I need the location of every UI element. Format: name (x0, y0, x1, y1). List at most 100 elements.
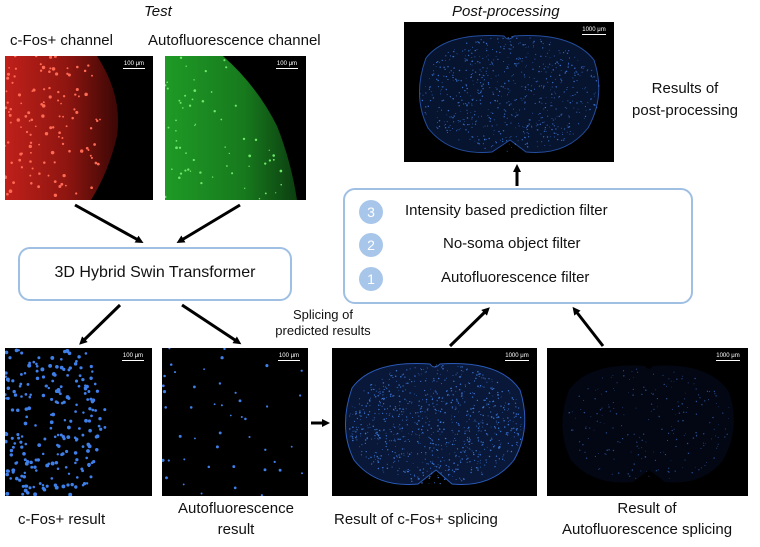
texture-dot (420, 368, 421, 369)
texture-dot (465, 450, 467, 452)
texture-dot (608, 449, 610, 451)
texture-dot (538, 70, 540, 73)
texture-dot (471, 442, 473, 444)
texture-dot (568, 115, 570, 117)
texture-dot (379, 392, 381, 394)
texture-dot (565, 70, 568, 73)
texture-dot (244, 417, 247, 421)
texture-dot (5, 371, 8, 375)
texture-dot (433, 378, 435, 380)
texture-dot (600, 393, 602, 395)
texture-dot (428, 404, 430, 406)
texture-dot (38, 143, 40, 146)
texture-dot (489, 449, 491, 451)
texture-dot (518, 407, 520, 409)
texture-dot (623, 375, 625, 377)
texture-dot (446, 131, 449, 134)
texture-dot (434, 465, 436, 467)
texture-dot (454, 408, 456, 410)
texture-dot (604, 453, 606, 455)
texture-dot (495, 414, 498, 416)
texture-dot (533, 88, 536, 90)
texture-dot (464, 121, 465, 122)
texture-dot (573, 95, 574, 96)
texture-dot (398, 390, 400, 392)
texture-dot (439, 410, 442, 413)
texture-dot (361, 444, 363, 446)
texture-dot (437, 476, 439, 479)
texture-dot (379, 404, 381, 406)
texture-dot (451, 408, 453, 409)
texture-dot (561, 139, 563, 142)
texture-dot (392, 426, 394, 427)
texture-dot (35, 369, 39, 373)
texture-dot (428, 88, 431, 90)
texture-dot (349, 428, 351, 430)
texture-dot (30, 118, 34, 122)
texture-dot (483, 386, 485, 388)
texture-dot (528, 119, 531, 121)
texture-dot (449, 116, 451, 118)
texture-dot (178, 176, 181, 179)
texture-dot (447, 393, 449, 395)
texture-dot (35, 469, 38, 472)
texture-dot (5, 432, 9, 437)
texture-dot (15, 476, 19, 481)
texture-dot (220, 404, 223, 407)
texture-dot (420, 452, 423, 454)
texture-dot (490, 411, 492, 413)
texture-dot (571, 411, 573, 413)
texture-dot (502, 37, 504, 40)
texture-dot (432, 463, 435, 465)
texture-dot (507, 410, 508, 411)
texture-dot (502, 458, 504, 460)
texture-dot (557, 63, 559, 65)
texture-dot (466, 112, 468, 114)
texture-dot (568, 116, 570, 118)
texture-dot (534, 102, 536, 105)
texture-dot (421, 425, 424, 428)
texture-dot (439, 396, 441, 398)
texture-dot (528, 89, 530, 91)
texture-dot (698, 394, 700, 396)
texture-dot (9, 453, 14, 457)
texture-dot (521, 99, 523, 101)
texture-dot (248, 165, 250, 167)
texture-dot (467, 427, 469, 429)
texture-dot (399, 405, 400, 406)
texture-dot (494, 100, 497, 102)
texture-dot (508, 48, 510, 50)
texture-dot (242, 137, 246, 141)
texture-dot (27, 406, 32, 411)
texture-dot (567, 63, 569, 65)
texture-dot (636, 445, 638, 447)
texture-dot (448, 79, 449, 80)
texture-dot (482, 83, 484, 85)
texture-dot (455, 386, 457, 388)
texture-dot (384, 389, 385, 390)
texture-dot (82, 411, 85, 414)
texture-dot (18, 384, 22, 388)
texture-dot (464, 55, 466, 57)
texture-dot (84, 418, 88, 423)
texture-dot (477, 79, 479, 81)
texture-dot (652, 393, 654, 395)
texture-dot (459, 383, 462, 385)
texture-dot (515, 406, 517, 408)
texture-dot (521, 139, 523, 141)
texture-dot (563, 129, 565, 131)
texture-dot (34, 424, 37, 427)
texture-dot (226, 165, 228, 167)
texture-dot (13, 56, 17, 58)
texture-dot (231, 172, 234, 175)
texture-dot (582, 444, 584, 446)
texture-dot (540, 55, 542, 57)
texture-dot (394, 438, 396, 440)
texture-dot (103, 426, 107, 429)
texture-dot (417, 466, 419, 468)
texture-dot (445, 464, 447, 467)
texture-dot (431, 462, 434, 465)
texture-dot (459, 460, 461, 462)
texture-dot (420, 433, 422, 435)
swin-transformer-box: 3D Hybrid Swin Transformer (18, 247, 292, 301)
